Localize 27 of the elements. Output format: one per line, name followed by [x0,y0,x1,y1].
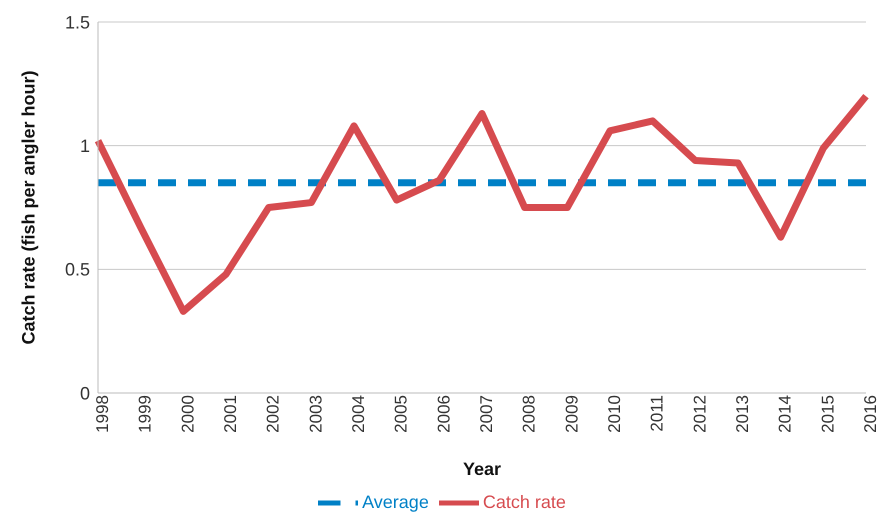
x-tick-label: 2003 [306,395,326,433]
x-tick-label: 2006 [434,395,454,433]
legend-label: Average [362,492,429,512]
x-tick-label: 2009 [562,395,582,433]
x-tick-label: 2001 [221,395,240,433]
y-tick-label: 0.5 [64,260,90,280]
x-tick-label: 2011 [648,395,667,432]
x-tick-label: 2007 [477,395,496,433]
x-tick-label: 2000 [178,395,198,433]
x-tick-label: 1999 [136,395,155,433]
x-tick-label: 2008 [520,395,539,433]
x-axis-title: Year [462,459,502,479]
y-tick-label: 0 [80,383,90,404]
x-tick-label: 2010 [605,395,624,433]
x-tick-label: 2016 [861,395,880,433]
x-tick-label: 2005 [392,395,411,433]
x-tick-label: 2004 [349,395,368,433]
y-tick-label: 1.5 [64,12,90,32]
x-tick-label: 2012 [690,395,710,433]
x-tick-label: 2013 [733,395,752,433]
x-tick-label: 2002 [264,395,283,433]
y-axis-title: Catch rate (fish per angler hour) [18,70,38,345]
x-tick-label: 2014 [776,395,795,433]
x-tick-label: 2015 [818,395,838,433]
x-tick-label: 1998 [93,395,112,433]
legend-label: Catch rate [482,492,566,512]
y-tick-label: 1 [80,136,90,156]
